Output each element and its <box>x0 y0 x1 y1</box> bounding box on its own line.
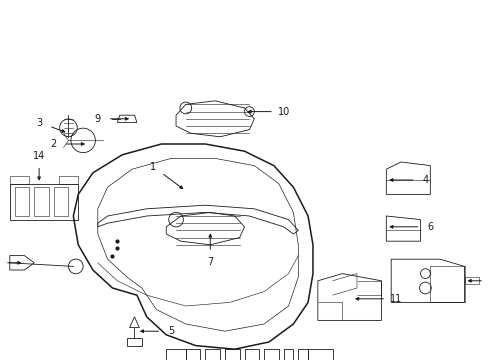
Text: 3: 3 <box>37 118 42 127</box>
Text: 11: 11 <box>389 294 402 304</box>
Text: 1: 1 <box>150 162 156 172</box>
Bar <box>15 187 29 216</box>
Text: 5: 5 <box>168 326 174 336</box>
Text: 6: 6 <box>427 222 433 232</box>
Bar <box>429 266 464 302</box>
Bar <box>10 176 29 184</box>
Text: 12: 12 <box>487 276 488 286</box>
Bar <box>54 187 68 216</box>
Text: 4: 4 <box>422 175 428 185</box>
Text: 10: 10 <box>277 107 289 117</box>
Text: 14: 14 <box>33 150 45 161</box>
Text: 2: 2 <box>50 139 57 149</box>
Bar <box>10 184 78 220</box>
Bar <box>59 176 78 184</box>
Text: 7: 7 <box>207 257 213 267</box>
Bar <box>34 187 49 216</box>
Text: 9: 9 <box>94 114 101 124</box>
